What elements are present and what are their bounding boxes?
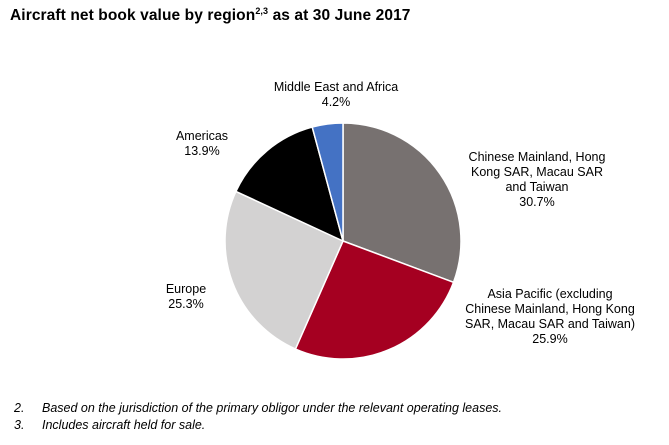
slice-middle-east-africa <box>311 122 344 242</box>
slice-chinese-mainland <box>342 122 462 284</box>
footnote-3: 3. Includes aircraft held for sale. <box>14 417 502 434</box>
slice-europe <box>224 190 344 350</box>
slice-americas <box>235 126 344 242</box>
footnote-text: Includes aircraft held for sale. <box>42 418 206 432</box>
slice-category-label: SAR, Macau SAR and Taiwan) <box>465 317 635 331</box>
slice-category-label: Middle East and Africa <box>274 80 398 94</box>
footnote-number: 3. <box>14 418 25 432</box>
chart-title: Aircraft net book value by region2,3 as … <box>10 5 411 25</box>
footnote-2: 2. Based on the jurisdiction of the prim… <box>14 400 502 417</box>
slice-category-label: Asia Pacific (excluding <box>487 287 612 301</box>
slice-value-label: 25.9% <box>532 332 567 346</box>
slice-category-label: Europe <box>166 282 206 296</box>
slice-value-label: 13.9% <box>184 144 219 158</box>
slice-value-label: 4.2% <box>322 95 351 109</box>
footnotes: 2. Based on the jurisdiction of the prim… <box>14 400 502 434</box>
pie-slices <box>224 122 462 360</box>
slice-category-label: Kong SAR, Macau SAR <box>471 165 603 179</box>
slice-category-label: Americas <box>176 129 228 143</box>
slice-category-label: Chinese Mainland, Hong Kong <box>465 302 635 316</box>
footnote-text: Based on the jurisdiction of the primary… <box>42 401 502 415</box>
chart-title-superscript: 2,3 <box>255 5 269 16</box>
slice-category-label: and Taiwan <box>505 180 568 194</box>
slice-value-label: 25.3% <box>168 297 203 311</box>
chart-title-suffix: as at 30 June 2017 <box>272 7 411 24</box>
footnote-number: 2. <box>14 401 25 415</box>
chart-title-main: Aircraft net book value by region <box>10 7 256 24</box>
slice-category-label: Chinese Mainland, Hong <box>469 150 606 164</box>
slice-value-label: 30.7% <box>519 195 554 209</box>
slice-asia-pacific <box>294 240 455 360</box>
